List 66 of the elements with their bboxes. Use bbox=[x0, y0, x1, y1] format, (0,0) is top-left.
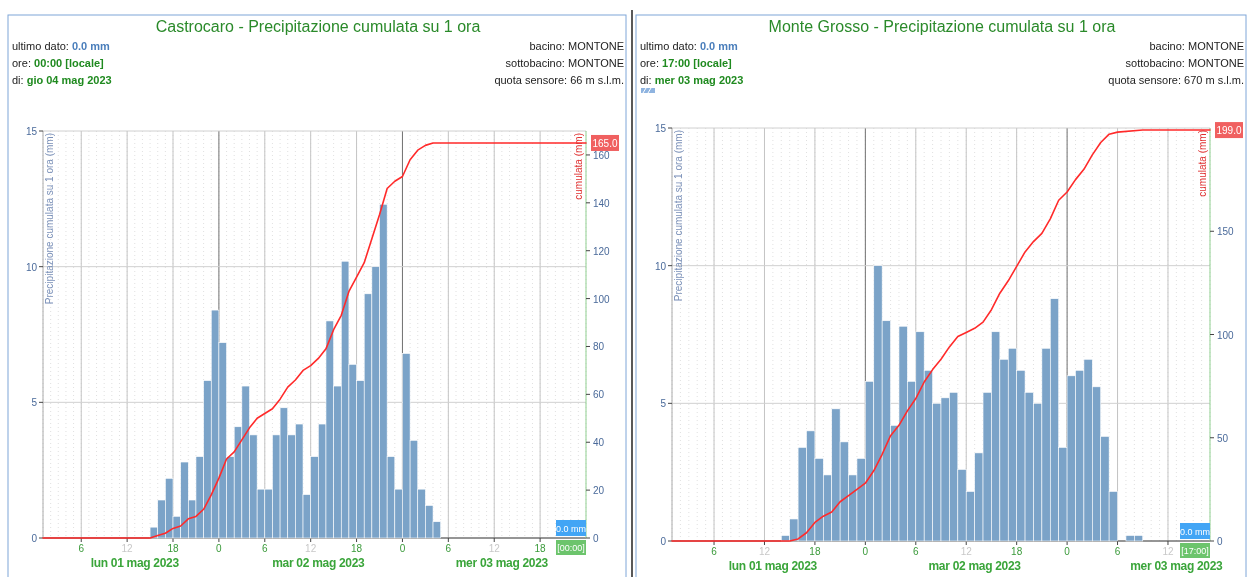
x-tick-label: 6 bbox=[1114, 546, 1121, 557]
y2-tick-label: 140 bbox=[593, 197, 611, 209]
x-tick-label: 0 bbox=[862, 546, 869, 557]
text: mer 03 mag 2023 bbox=[455, 556, 549, 570]
text: mar 02 mag 2023 bbox=[272, 556, 366, 570]
y-tick-label: 15 bbox=[25, 126, 38, 137]
data-label: 199.0 bbox=[1216, 125, 1242, 137]
y-tick-label: 5 bbox=[660, 398, 667, 410]
text: quota sensore: 66 m s.l.m. bbox=[494, 74, 624, 86]
x-tick-label: 18 bbox=[534, 543, 547, 554]
y-axis-title: Precipitazione cumulata su 1 ora (mm) bbox=[673, 130, 684, 302]
y2-tick-label: 20 bbox=[593, 485, 605, 497]
chart-title: Castrocaro - Precipitazione cumulata su 1 ora bbox=[155, 18, 481, 35]
y2-tick-label: 120 bbox=[593, 245, 611, 257]
x-tick-label: 18 bbox=[167, 543, 180, 554]
y-tick-label: 0 bbox=[31, 533, 38, 544]
text: [17:00] bbox=[1181, 546, 1209, 556]
y-axis-title: Precipitazione cumulata su 1 ora (mm) bbox=[44, 133, 55, 305]
data-label: 165.0 bbox=[592, 137, 618, 149]
text: di: gio 04 mag 2023 bbox=[12, 74, 112, 86]
text: [00:00] bbox=[557, 543, 585, 553]
y-tick-label: 0 bbox=[660, 536, 667, 547]
y2-tick-label: 40 bbox=[593, 437, 605, 449]
y2-tick-label: 150 bbox=[1217, 226, 1235, 238]
y2-tick-label: 100 bbox=[1217, 329, 1235, 341]
text: quota sensore: 670 m s.l.m. bbox=[1108, 74, 1244, 86]
text: bacino: MONTONE bbox=[529, 40, 624, 52]
text: sottobacino: MONTONE bbox=[1125, 57, 1244, 69]
text: ultimo dato: 0.0 mm bbox=[640, 40, 739, 52]
x-tick-label: 6 bbox=[913, 546, 919, 557]
y-tick-label: 10 bbox=[25, 261, 38, 273]
y-tick-label: 10 bbox=[654, 260, 667, 272]
x-tick-label: 18 bbox=[351, 543, 363, 554]
y2-axis-title: cumulata (mm) bbox=[573, 133, 584, 200]
x-tick-label: 6 bbox=[711, 546, 718, 557]
text: sottobacino: MONTONE bbox=[505, 57, 624, 69]
text: di: mer 03 mag 2023 bbox=[640, 74, 744, 86]
text: bacino: MONTONE bbox=[1149, 40, 1244, 52]
text: mer 03 mag 2023 bbox=[1130, 559, 1224, 573]
y-tick-label: 15 bbox=[654, 123, 667, 134]
y2-tick-label: 0 bbox=[1217, 536, 1223, 547]
y2-tick-label: 100 bbox=[593, 293, 611, 305]
x-tick-label: 0 bbox=[399, 543, 406, 554]
annotation: 0.0 mm bbox=[1179, 527, 1211, 537]
text: ultimo dato: 0.0 mm bbox=[12, 40, 111, 52]
text: ore: 00:00 [locale] bbox=[12, 57, 105, 69]
x-tick-label: 0 bbox=[1064, 546, 1071, 557]
y-tick-label: 5 bbox=[31, 397, 38, 409]
text: mar 02 mag 2023 bbox=[928, 559, 1022, 573]
x-tick-label: 6 bbox=[262, 543, 269, 554]
text: ore: 17:00 [locale] bbox=[640, 57, 733, 69]
y2-tick-label: 50 bbox=[1217, 432, 1229, 444]
y2-tick-label: 60 bbox=[593, 389, 605, 401]
y2-tick-label: 0 bbox=[593, 533, 599, 544]
y2-axis-title: cumulata (mm) bbox=[1197, 130, 1208, 197]
x-tick-label: 6 bbox=[78, 543, 85, 554]
annotation: 0.0 mm bbox=[555, 524, 587, 534]
text: lun 01 mag 2023 bbox=[90, 556, 180, 570]
text: lun 01 mag 2023 bbox=[728, 559, 818, 573]
x-tick-label: 18 bbox=[1011, 546, 1023, 557]
y2-tick-label: 160 bbox=[593, 149, 611, 161]
x-tick-label: 0 bbox=[216, 543, 223, 554]
chart-title: Monte Grosso - Precipitazione cumulata su 1 ora bbox=[768, 18, 1116, 35]
x-tick-label: 18 bbox=[809, 546, 821, 557]
x-tick-label: 6 bbox=[445, 543, 452, 554]
y2-tick-label: 80 bbox=[593, 341, 605, 353]
